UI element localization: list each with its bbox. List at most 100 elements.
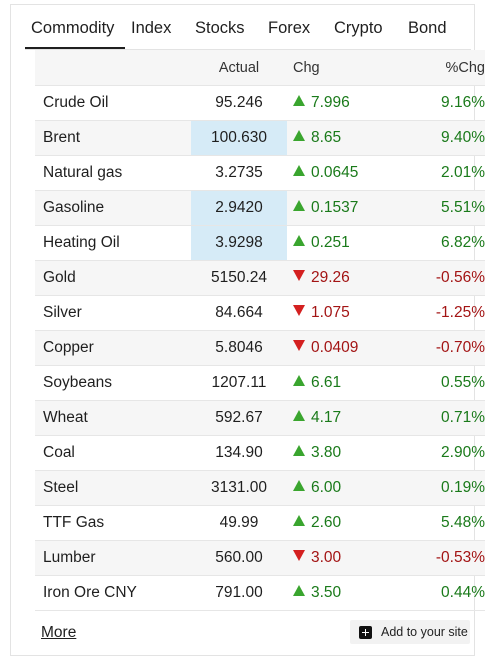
actual-value: 2.9420 bbox=[191, 190, 287, 226]
percent-change: 2.01% bbox=[391, 155, 485, 191]
change-cell: 2.60 bbox=[287, 505, 391, 541]
change-cell: 0.1537 bbox=[287, 190, 391, 226]
tab-bond[interactable]: Bond bbox=[408, 19, 447, 37]
table-row[interactable]: Heating Oil 3.9298 0.251 6.82% bbox=[35, 225, 485, 261]
triangle-down-icon bbox=[293, 550, 305, 562]
table-row[interactable]: Gold 5150.24 29.26 -0.56% bbox=[35, 260, 485, 296]
percent-change: 0.71% bbox=[391, 400, 485, 436]
triangle-up-icon bbox=[293, 200, 305, 212]
active-tab-indicator bbox=[25, 47, 125, 49]
change-value: 0.0645 bbox=[311, 164, 359, 181]
table-row[interactable]: Iron Ore CNY 791.00 3.50 0.44% bbox=[35, 575, 485, 611]
change-cell: 0.0409 bbox=[287, 330, 391, 366]
table-row[interactable]: Brent 100.630 8.65 9.40% bbox=[35, 120, 485, 156]
table-row[interactable]: TTF Gas 49.99 2.60 5.48% bbox=[35, 505, 485, 541]
triangle-up-icon bbox=[293, 480, 305, 492]
commodity-widget: Commodity Index Stocks Forex Crypto Bond… bbox=[10, 4, 485, 656]
table-row[interactable]: Coal 134.90 3.80 2.90% bbox=[35, 435, 485, 471]
commodity-name[interactable]: Copper bbox=[35, 330, 191, 366]
commodity-name[interactable]: Natural gas bbox=[35, 155, 191, 191]
commodity-name[interactable]: Lumber bbox=[35, 540, 191, 576]
percent-change: 6.82% bbox=[391, 225, 485, 261]
triangle-up-icon bbox=[293, 410, 305, 422]
actual-value: 5150.24 bbox=[191, 260, 287, 296]
commodity-name[interactable]: Silver bbox=[35, 295, 191, 331]
triangle-down-icon bbox=[293, 270, 305, 282]
commodity-name[interactable]: Heating Oil bbox=[35, 225, 191, 261]
more-link[interactable]: More bbox=[41, 624, 77, 641]
triangle-up-icon bbox=[293, 585, 305, 597]
percent-change: 9.40% bbox=[391, 120, 485, 156]
change-value: 8.65 bbox=[311, 129, 342, 146]
change-cell: 3.80 bbox=[287, 435, 391, 471]
commodity-name[interactable]: Iron Ore CNY bbox=[35, 575, 191, 611]
table-row[interactable]: Crude Oil 95.246 7.996 9.16% bbox=[35, 85, 485, 121]
actual-value: 95.246 bbox=[191, 85, 287, 121]
table-row[interactable]: Wheat 592.67 4.17 0.71% bbox=[35, 400, 485, 436]
percent-change: 5.48% bbox=[391, 505, 485, 541]
table-row[interactable]: Soybeans 1207.11 6.61 0.55% bbox=[35, 365, 485, 401]
percent-change: 0.44% bbox=[391, 575, 485, 611]
change-value: 3.50 bbox=[311, 584, 342, 601]
percent-change: -0.70% bbox=[391, 330, 485, 366]
actual-value: 49.99 bbox=[191, 505, 287, 541]
tab-forex[interactable]: Forex bbox=[268, 19, 311, 37]
add-to-site-label: Add to your site bbox=[381, 625, 468, 639]
plus-icon bbox=[359, 625, 372, 639]
actual-value: 5.8046 bbox=[191, 330, 287, 366]
change-value: 3.00 bbox=[311, 549, 342, 566]
actual-value: 592.67 bbox=[191, 400, 287, 436]
tab-commodity[interactable]: Commodity bbox=[31, 19, 115, 37]
change-value: 4.17 bbox=[311, 409, 342, 426]
percent-change: 9.16% bbox=[391, 85, 485, 121]
change-value: 7.996 bbox=[311, 94, 350, 111]
change-cell: 4.17 bbox=[287, 400, 391, 436]
quotes-table: Actual Chg %Chg Crude Oil 95.246 7.996 9.16… bbox=[35, 50, 485, 611]
triangle-up-icon bbox=[293, 375, 305, 387]
actual-value: 134.90 bbox=[191, 435, 287, 471]
change-cell: 29.26 bbox=[287, 260, 391, 296]
triangle-up-icon bbox=[293, 235, 305, 247]
commodity-name[interactable]: Coal bbox=[35, 435, 191, 471]
column-header-actual: Actual bbox=[191, 50, 287, 86]
actual-value: 1207.11 bbox=[191, 365, 287, 401]
actual-value: 84.664 bbox=[191, 295, 287, 331]
add-to-site-button[interactable]: Add to your site bbox=[350, 620, 470, 644]
tab-crypto[interactable]: Crypto bbox=[334, 19, 383, 37]
table-row[interactable]: Silver 84.664 1.075 -1.25% bbox=[35, 295, 485, 331]
change-cell: 8.65 bbox=[287, 120, 391, 156]
change-cell: 3.00 bbox=[287, 540, 391, 576]
commodity-name[interactable]: TTF Gas bbox=[35, 505, 191, 541]
commodity-name[interactable]: Wheat bbox=[35, 400, 191, 436]
change-value: 0.251 bbox=[311, 234, 350, 251]
triangle-down-icon bbox=[293, 340, 305, 352]
commodity-name[interactable]: Soybeans bbox=[35, 365, 191, 401]
table-row[interactable]: Steel 3131.00 6.00 0.19% bbox=[35, 470, 485, 506]
table-row[interactable]: Natural gas 3.2735 0.0645 2.01% bbox=[35, 155, 485, 191]
commodity-name[interactable]: Brent bbox=[35, 120, 191, 156]
commodity-name[interactable]: Steel bbox=[35, 470, 191, 506]
table-row[interactable]: Lumber 560.00 3.00 -0.53% bbox=[35, 540, 485, 576]
table-row[interactable]: Copper 5.8046 0.0409 -0.70% bbox=[35, 330, 485, 366]
actual-value: 560.00 bbox=[191, 540, 287, 576]
percent-change: 5.51% bbox=[391, 190, 485, 226]
tab-stocks[interactable]: Stocks bbox=[195, 19, 245, 37]
change-value: 6.61 bbox=[311, 374, 342, 391]
percent-change: -1.25% bbox=[391, 295, 485, 331]
triangle-up-icon bbox=[293, 445, 305, 457]
actual-value: 791.00 bbox=[191, 575, 287, 611]
table-header-row: Actual Chg %Chg bbox=[35, 50, 485, 86]
percent-change: 0.19% bbox=[391, 470, 485, 506]
triangle-down-icon bbox=[293, 305, 305, 317]
commodity-name[interactable]: Gold bbox=[35, 260, 191, 296]
table-row[interactable]: Gasoline 2.9420 0.1537 5.51% bbox=[35, 190, 485, 226]
change-cell: 3.50 bbox=[287, 575, 391, 611]
tab-index[interactable]: Index bbox=[131, 19, 172, 37]
change-cell: 0.0645 bbox=[287, 155, 391, 191]
change-cell: 1.075 bbox=[287, 295, 391, 331]
actual-value: 100.630 bbox=[191, 120, 287, 156]
tab-divider bbox=[25, 49, 471, 50]
commodity-name[interactable]: Crude Oil bbox=[35, 85, 191, 121]
change-cell: 6.61 bbox=[287, 365, 391, 401]
commodity-name[interactable]: Gasoline bbox=[35, 190, 191, 226]
